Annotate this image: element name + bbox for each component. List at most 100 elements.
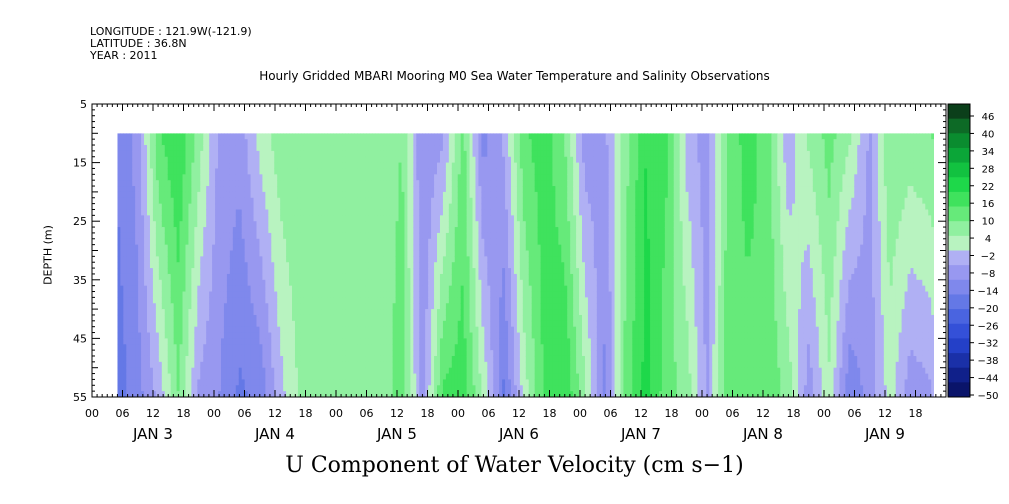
heatmap-cell [377, 350, 382, 357]
heatmap-cell [250, 156, 255, 164]
heatmap-cell [306, 180, 311, 187]
heatmap-cell [226, 355, 231, 363]
heatmap-cell [123, 273, 127, 281]
heatmap-cell [434, 314, 438, 322]
heatmap-cell [439, 191, 444, 199]
heatmap-cell [182, 279, 187, 287]
heatmap-cell [262, 139, 266, 146]
heatmap-cell [226, 174, 231, 181]
heatmap-cell [439, 227, 444, 234]
heatmap-cell [428, 191, 432, 199]
heatmap-cell [442, 203, 447, 211]
heatmap-cell [238, 244, 243, 252]
heatmap-cell [244, 227, 249, 234]
heatmap-cell [259, 227, 264, 234]
heatmap-cell [256, 133, 261, 140]
heatmap-cell [250, 314, 255, 322]
heatmap-cell [416, 180, 420, 187]
heatmap-cell [309, 379, 314, 386]
heatmap-cell [179, 168, 184, 175]
heatmap-cell [312, 338, 317, 345]
heatmap-cell [262, 256, 266, 263]
heatmap-cell [439, 355, 444, 363]
heatmap-cell [368, 191, 373, 199]
heatmap-cell [371, 338, 376, 345]
heatmap-cell [185, 209, 190, 216]
heatmap-cell [176, 256, 181, 263]
heatmap-cell [442, 303, 447, 310]
heatmap-cell [194, 150, 198, 158]
heatmap-cell [241, 162, 246, 170]
heatmap-cell [363, 268, 367, 275]
heatmap-cell [398, 391, 403, 398]
heatmap-cell [434, 344, 438, 351]
heatmap-cell [256, 209, 261, 216]
heatmap-cell [297, 385, 302, 392]
heatmap-cell [357, 232, 361, 240]
heatmap-cell [179, 139, 184, 146]
heatmap-cell [377, 139, 382, 146]
heatmap-cell [389, 133, 394, 140]
heatmap-cell [274, 168, 278, 175]
heatmap-cell [197, 303, 201, 310]
heatmap-cell [164, 209, 169, 216]
heatmap-cell [191, 326, 195, 334]
heatmap-cell [404, 215, 409, 222]
heatmap-cell [303, 350, 308, 357]
heatmap-cell [442, 279, 447, 287]
heatmap-cell [238, 227, 243, 234]
heatmap-cell [360, 203, 364, 211]
heatmap-cell [407, 215, 411, 222]
heatmap-cell [244, 238, 249, 246]
heatmap-cell [277, 139, 281, 146]
heatmap-cell [262, 279, 266, 287]
heatmap-cell [141, 174, 145, 181]
heatmap-cell [182, 197, 187, 205]
heatmap-cell [395, 314, 400, 322]
heatmap-cell [265, 145, 269, 152]
heatmap-cell [318, 279, 323, 287]
heatmap-cell [318, 250, 323, 257]
heatmap-cell [342, 232, 346, 240]
heatmap-cell [232, 361, 237, 369]
heatmap-cell [398, 156, 403, 164]
heatmap-cell [437, 232, 441, 240]
heatmap-cell [389, 232, 394, 240]
heatmap-cell [235, 191, 240, 199]
heatmap-cell [271, 297, 275, 304]
heatmap-cell [434, 320, 438, 328]
heatmap-cell [327, 174, 332, 181]
heatmap-cell [200, 145, 204, 152]
heatmap-cell [300, 279, 305, 287]
heatmap-cell [164, 268, 169, 275]
heatmap-cell [389, 174, 394, 181]
heatmap-cell [188, 361, 192, 369]
heatmap-cell [262, 344, 266, 351]
heatmap-cell [259, 361, 264, 369]
heatmap-cell [431, 203, 435, 211]
heatmap-cell [218, 355, 222, 363]
heatmap-cell [167, 338, 172, 345]
heatmap-cell [351, 227, 355, 234]
heatmap-cell [179, 285, 184, 293]
heatmap-cell [274, 139, 278, 146]
heatmap-cell [425, 227, 429, 234]
heatmap-cell [410, 297, 414, 304]
heatmap-cell [336, 391, 340, 398]
heatmap-cell [360, 232, 364, 240]
heatmap-cell [339, 209, 343, 216]
heatmap-cell [327, 373, 332, 381]
heatmap-cell [135, 197, 139, 205]
heatmap-cell [365, 156, 370, 164]
heatmap-cell [306, 238, 311, 246]
heatmap-cell [333, 355, 337, 363]
heatmap-cell [197, 250, 201, 257]
heatmap-cell [419, 338, 423, 345]
heatmap-cell [226, 133, 231, 140]
heatmap-cell [167, 268, 172, 275]
heatmap-cell [336, 314, 340, 322]
heatmap-cell [324, 168, 329, 175]
heatmap-cell [218, 344, 222, 351]
heatmap-cell [152, 250, 157, 257]
heatmap-cell [395, 355, 400, 363]
